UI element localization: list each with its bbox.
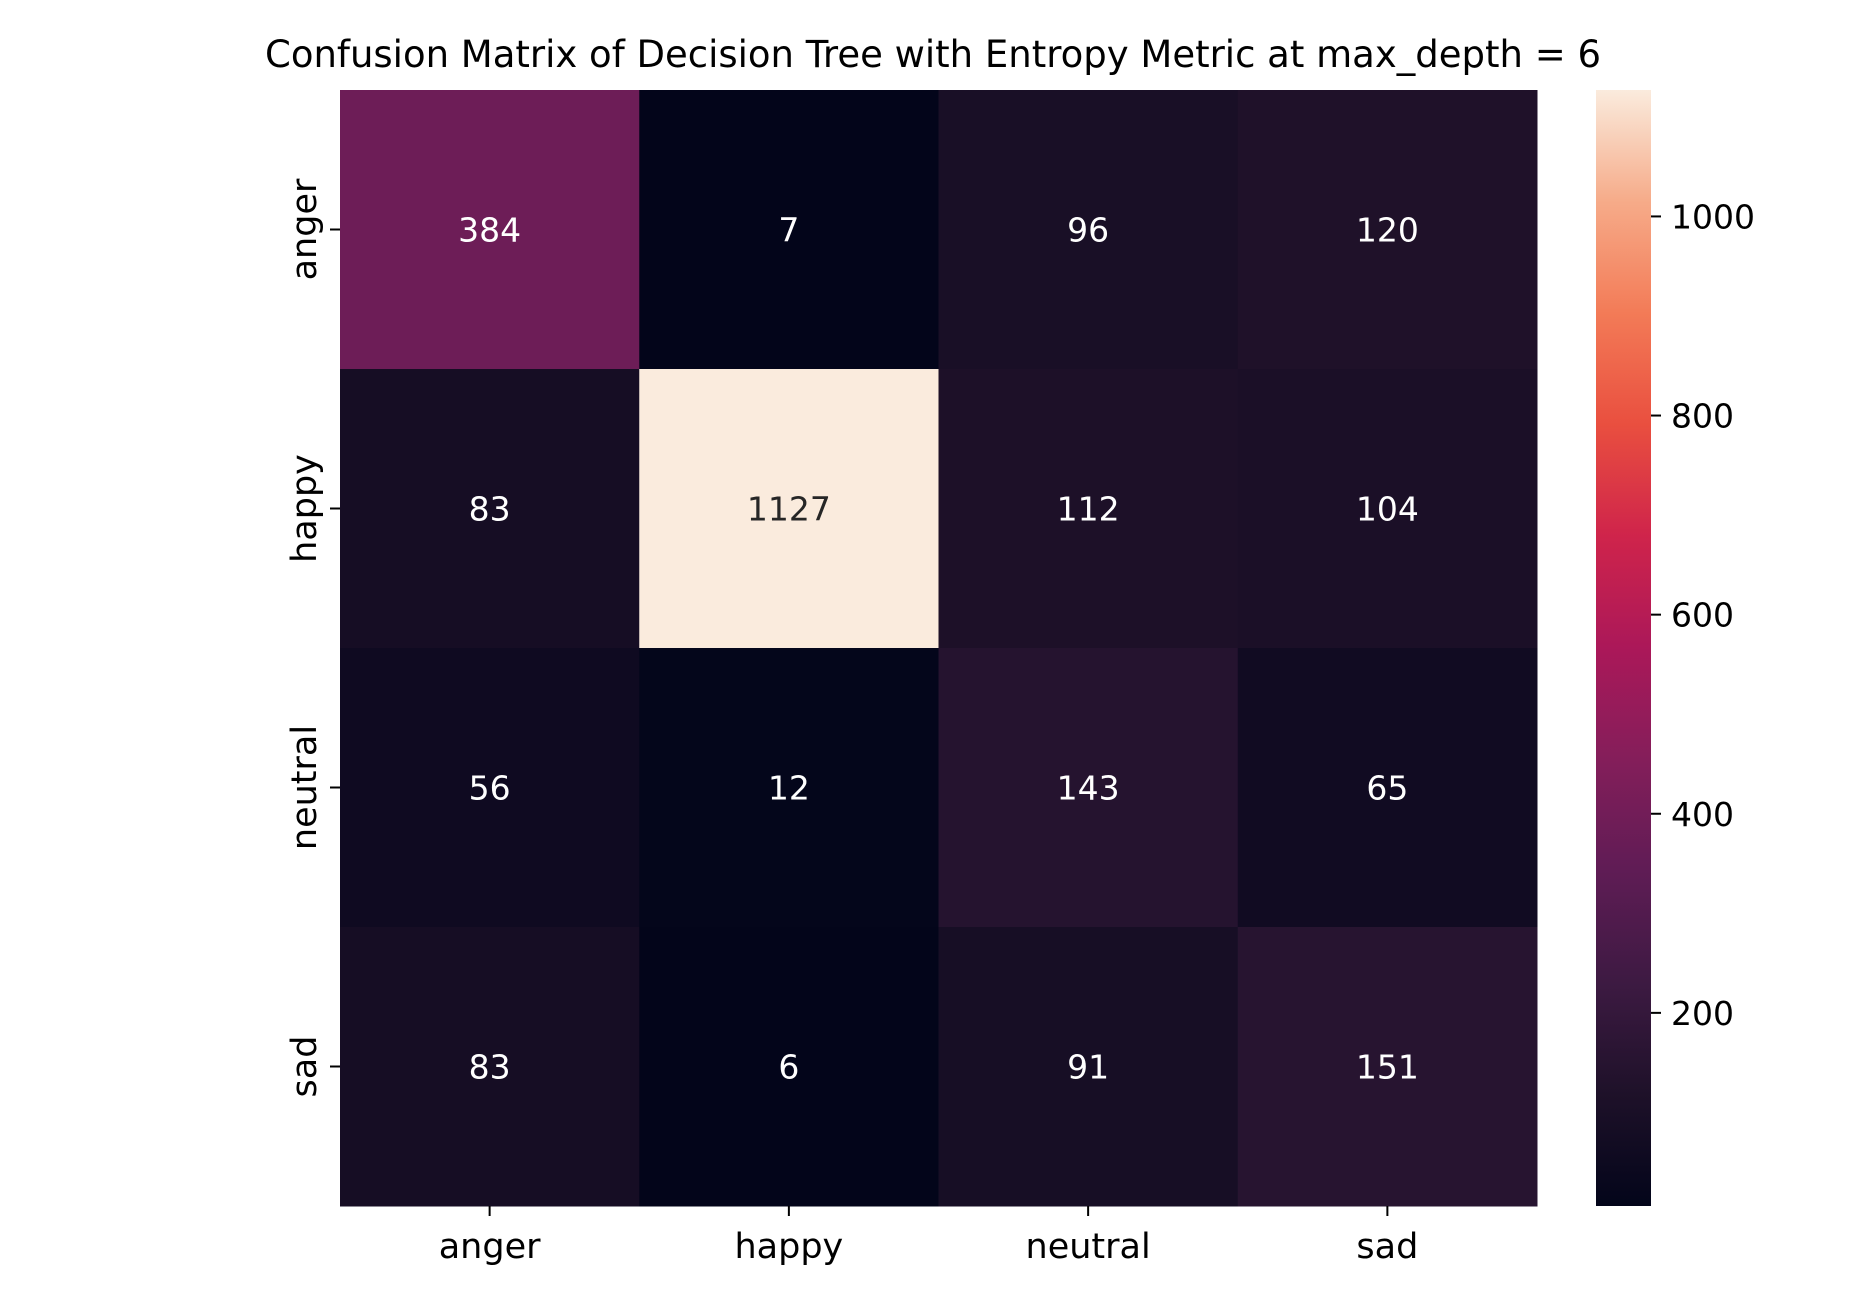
- cell-value-label: 83: [469, 1048, 511, 1087]
- heatmap-cell-sad-anger: [340, 927, 640, 1207]
- cell-value-label: 7: [778, 211, 799, 250]
- heatmap-cell-happy-sad: [1237, 369, 1538, 649]
- colorbar-tick-label: 800: [1671, 397, 1734, 436]
- cell-value-label: 384: [458, 211, 521, 250]
- y-axis: anger happy neutral sad: [285, 178, 340, 1097]
- x-tick-label-happy: happy: [734, 1227, 843, 1267]
- cell-value-label: 83: [469, 490, 511, 529]
- cell-value-label: 91: [1067, 1048, 1109, 1087]
- chart-title: Confusion Matrix of Decision Tree with E…: [265, 33, 1601, 76]
- y-tick-label-sad: sad: [285, 1036, 325, 1098]
- heatmap-cell-happy-happy: [639, 369, 939, 649]
- cell-value-label: 104: [1356, 490, 1419, 529]
- heatmap-cell-anger-sad: [1237, 90, 1538, 370]
- heatmap-cell-happy-anger: [340, 369, 640, 649]
- x-tick-label-sad: sad: [1356, 1227, 1418, 1267]
- cell-value-label: 120: [1356, 211, 1419, 250]
- cell-value-label: 1127: [747, 490, 831, 529]
- colorbar-tick-label: 400: [1671, 795, 1734, 834]
- x-axis: anger happy neutral sad: [439, 1206, 1418, 1267]
- x-tick-label-anger: anger: [439, 1227, 541, 1267]
- x-tick-label-neutral: neutral: [1026, 1227, 1151, 1267]
- colorbar-tick-label: 600: [1671, 596, 1734, 635]
- heatmap-cell-anger-happy: [639, 90, 939, 370]
- cell-value-label: 12: [768, 769, 810, 808]
- cell-value-label: 56: [469, 769, 511, 808]
- heatmap-cell-sad-sad: [1237, 927, 1538, 1207]
- heatmap-cell-labels: 384 7 96 120 83 1127 112 104 56 12 143 65 83 6 91 151: [458, 211, 1419, 1087]
- heatmap-cell-neutral-neutral: [938, 648, 1239, 928]
- heatmap-cell-anger-anger: [340, 90, 640, 370]
- colorbar: 200 400 600 800 1000: [1596, 90, 1755, 1206]
- cell-value-label: 151: [1356, 1048, 1419, 1087]
- y-tick-label-anger: anger: [285, 178, 325, 280]
- heatmap-cell-sad-neutral: [938, 927, 1239, 1207]
- heatmap-cells: [340, 90, 1538, 1207]
- colorbar-gradient: [1596, 90, 1651, 1206]
- y-tick-label-neutral: neutral: [285, 725, 325, 850]
- heatmap-cell-happy-neutral: [938, 369, 1239, 649]
- cell-value-label: 143: [1057, 769, 1120, 808]
- cell-value-label: 65: [1366, 769, 1408, 808]
- cell-value-label: 96: [1067, 211, 1109, 250]
- cell-value-label: 6: [778, 1048, 799, 1087]
- colorbar-tick-label: 200: [1671, 994, 1734, 1033]
- y-tick-label-happy: happy: [285, 454, 325, 563]
- colorbar-ticks: 200 400 600 800 1000: [1651, 197, 1755, 1033]
- colorbar-tick-label: 1000: [1671, 197, 1755, 236]
- heatmap-cell-sad-happy: [639, 927, 939, 1207]
- heatmap-cell-neutral-happy: [639, 648, 939, 928]
- heatmap-cell-neutral-anger: [340, 648, 640, 928]
- cell-value-label: 112: [1057, 490, 1120, 529]
- heatmap-cell-neutral-sad: [1237, 648, 1538, 928]
- heatmap-cell-anger-neutral: [938, 90, 1239, 370]
